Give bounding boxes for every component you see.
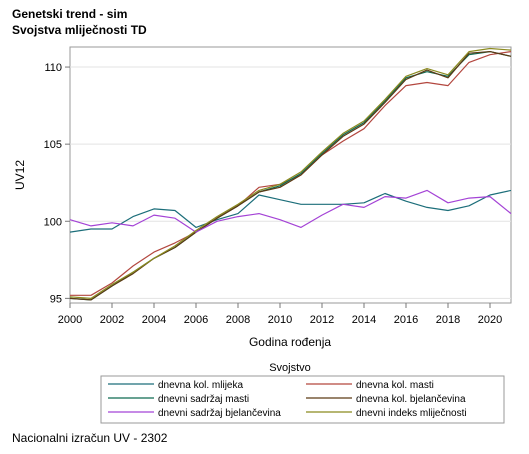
x-tick-label-2014: 2014 (352, 314, 376, 326)
title-block: Genetski trend - sim Svojstva mliječnost… (12, 6, 147, 38)
grid-lines (70, 66, 511, 299)
legend-label-2: dnevna kol. masti (356, 380, 434, 391)
legend-frame (100, 375, 505, 424)
x-axis-label: Godina rođenja (249, 335, 331, 349)
legend-label-5: dnevni sadržaj bjelančevina (158, 408, 281, 419)
x-tick-label-2016: 2016 (394, 314, 418, 326)
x-tick-label-2012: 2012 (310, 314, 334, 326)
y-tick-label-110: 110 (44, 62, 62, 74)
legend: Svojstvo dnevna kol. mlijeka dnevna kol. … (100, 362, 505, 424)
x-tick-label-2018: 2018 (436, 314, 460, 326)
x-tick-label-2002: 2002 (100, 314, 124, 326)
footnote: Nacionalni izračun UV - 2302 (12, 431, 168, 445)
x-tick-label-2008: 2008 (226, 314, 250, 326)
plot-frame (69, 46, 512, 304)
series-line-5 (69, 189, 512, 233)
legend-label-3: dnevni sadržaj masti (158, 394, 249, 405)
x-axis: 2000 2002 2004 2006 2008 2010 2012 2014 2016 2018… (58, 303, 502, 326)
y-tick-label-95: 95 (50, 293, 62, 305)
chart-subtitle: Svojstva mliječnosti TD (12, 23, 147, 37)
y-axis: 95 100 105 110 (44, 62, 70, 305)
series-line-1 (69, 189, 512, 233)
x-tick-label-2004: 2004 (142, 314, 166, 326)
x-tick-label-2010: 2010 (268, 314, 292, 326)
series-lines (69, 47, 512, 301)
y-tick-label-100: 100 (44, 216, 62, 228)
legend-label-4: dnevna kol. bjelančevina (356, 394, 466, 405)
x-tick-label-2006: 2006 (184, 314, 208, 326)
legend-title: Svojstvo (269, 362, 311, 374)
chart-title: Genetski trend - sim (12, 7, 128, 21)
legend-label-6: dnevni indeks mliječnosti (356, 408, 467, 419)
y-axis-label: UV12 (13, 160, 27, 190)
legend-label-1: dnevna kol. mlijeka (158, 380, 243, 391)
x-tick-label-2020: 2020 (478, 314, 502, 326)
series-line-6 (69, 47, 512, 299)
series-line-4 (69, 50, 512, 301)
y-tick-label-105: 105 (44, 139, 62, 151)
x-tick-label-2000: 2000 (58, 314, 82, 326)
